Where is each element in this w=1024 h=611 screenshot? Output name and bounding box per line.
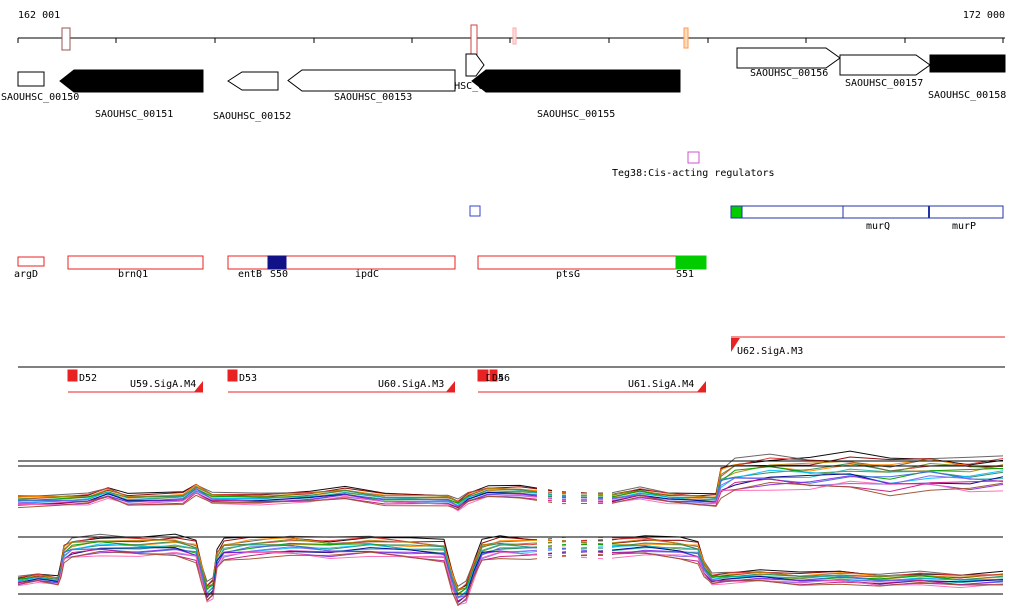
operon-bar[interactable] [730,205,1004,219]
data-gap-4 [603,448,612,604]
downstream-label-D52: D52 [79,373,97,384]
gene-label-SAOUHSC_00152: SAOUHSC_00152 [213,111,291,122]
expression-trace-forward-strand-12 [17,473,1004,509]
operon-track: murQ murP [730,205,1004,232]
ruler-marker-3[interactable] [512,27,517,45]
ruler [17,24,1005,58]
gene-arrow-SAOUHSC_00156[interactable] [736,47,841,69]
ruler-start-label: 162 001 [18,10,60,21]
feature-ptsG-box[interactable] [477,255,707,270]
feature-segment-S51[interactable] [675,255,707,270]
tu-label-U59.SigA.M4: U59.SigA.M4 [130,379,196,390]
feature-label-S50: S50 [270,269,288,280]
gene-arrow-SAOUHSC_00153[interactable] [287,69,456,92]
gene-label-SAOUHSC_00154: SAOUHSC_00154 [430,81,508,92]
expression-trace-forward-strand-2 [17,456,1004,503]
tu-track: U62.SigA.M3 U59.SigA.M4 U60.SigA.M3 U61.Sig… [18,336,1005,393]
gene-label-SAOUHSC_00157: SAOUHSC_00157 [845,78,923,89]
regulator-box[interactable] [687,151,700,164]
ruler-marker-4[interactable] [683,27,689,49]
feature-argD-box[interactable] [17,256,45,267]
gene-label-SAOUHSC_00150: SAOUHSC_00150 [1,92,79,103]
feature-label-argD: argD [14,269,38,280]
operon-label-murQ: murQ [866,221,890,232]
ruler-marker-1[interactable] [61,27,71,51]
gene-arrow-SAOUHSC_00157[interactable] [839,54,931,76]
operon-label-murP: murP [952,221,976,232]
expression-trace-forward-strand-9 [17,468,1004,508]
gene-label-SAOUHSC_00153: SAOUHSC_00153 [334,92,412,103]
downstream-label-D56: D56 [492,373,510,384]
operon-green-segment[interactable] [730,205,743,219]
downstream-box-D52[interactable] [67,369,78,382]
expression-trace-reverse-strand-14 [17,548,1004,606]
expression-plot [17,448,1004,606]
feature-entB-ipdC-box[interactable] [227,255,456,270]
gene-label-SAOUHSC_00158: SAOUHSC_00158 [928,90,1006,101]
downstream-label-D53: D53 [239,373,257,384]
gene-label-SAOUHSC_00155: SAOUHSC_00155 [537,109,615,120]
tu-flag-U61.SigA.M4[interactable] [697,381,706,392]
downstream-box-D53[interactable] [227,369,238,382]
blue-marker-box[interactable] [469,205,481,217]
gene-label-SAOUHSC_00156: SAOUHSC_00156 [750,68,828,79]
expression-trace-reverse-strand-17 [17,550,1004,606]
data-gap-0 [537,448,548,604]
regulator-label: Teg38:Cis-acting regulators [612,168,775,179]
gene-arrow-SAOUHSC_00155[interactable] [471,69,681,93]
gene-arrow-SAOUHSC_00158[interactable] [929,54,1006,73]
feature-label-S51: S51 [676,269,694,280]
feature-label-entB: entB [238,269,262,280]
feature-label-brnQ1: brnQ1 [118,269,148,280]
gene-arrow-SAOUHSC_00152[interactable] [227,71,279,91]
expression-trace-forward-strand-17 [17,482,1004,510]
tu-label-U60.SigA.M3: U60.SigA.M3 [378,379,444,390]
feature-track: argD brnQ1 entB S50 ipdC ptsG S51 [14,255,707,280]
downstream-box-D54[interactable] [477,369,489,382]
feature-label-ptsG: ptsG [556,269,580,280]
gene-arrow-SAOUHSC_00150[interactable] [17,71,45,87]
data-gap-2 [566,448,581,604]
expression-trace-forward-strand-16 [17,480,1004,512]
ruler-end-label: 172 000 [963,10,1005,21]
tu-flag-U60.SigA.M3[interactable] [446,381,455,392]
ruler-marker-2[interactable] [470,24,478,58]
expression-trace-reverse-strand-16 [17,551,1004,606]
gene-label-SAOUHSC_00151: SAOUHSC_00151 [95,109,173,120]
feature-label-ipdC: ipdC [355,269,379,280]
feature-segment-S50[interactable] [267,255,287,270]
gene-track: SAOUHSC_00150 SAOUHSC_00151 SAOUHSC_00152 S… [1,47,1006,122]
gene-arrow-SAOUHSC_00154[interactable] [465,53,485,77]
tu-flag-U62.SigA.M3[interactable] [731,338,740,352]
data-gap-3 [587,448,598,604]
tu-flag-U59.SigA.M4[interactable] [194,381,203,392]
downstream-box-D56[interactable] [489,369,498,382]
gene-arrow-SAOUHSC_00151[interactable] [59,69,204,93]
tu-label-U62.SigA.M3: U62.SigA.M3 [737,346,803,357]
tu-label-U61.SigA.M4: U61.SigA.M4 [628,379,694,390]
feature-brnQ1-box[interactable] [67,255,204,270]
data-gap-1 [552,448,562,604]
